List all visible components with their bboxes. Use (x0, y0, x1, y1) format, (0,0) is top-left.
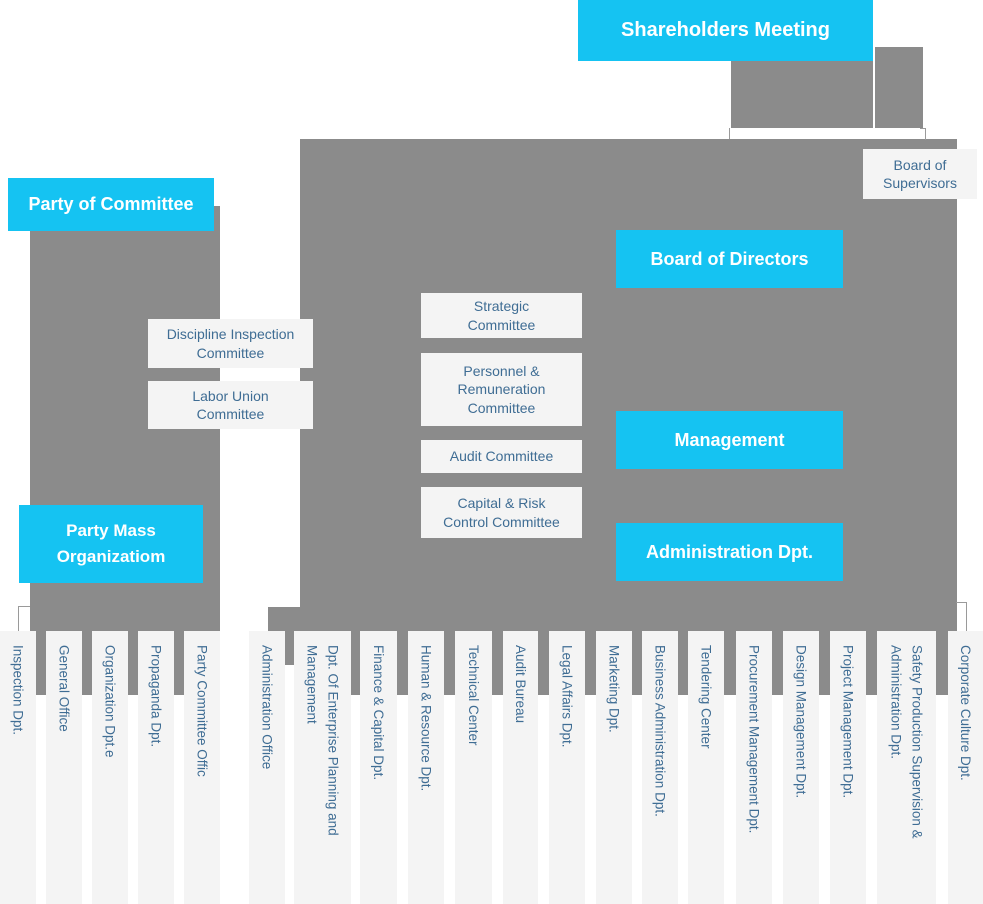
dept-label: Project Management Dpt. (840, 645, 856, 799)
dept-corporate-culture: Corporate Culture Dpt. (948, 631, 983, 904)
dept-label: Inspection Dpt. (10, 645, 26, 736)
node-party-mass-organization: Party Mass Organizatiom (19, 505, 203, 583)
dept-label: Organization Dpt.e (102, 645, 118, 758)
trunk-right-of-shareholders (875, 47, 923, 128)
node-board-of-directors: Board of Directors (616, 230, 843, 288)
connector-line-inspection (18, 606, 30, 631)
trunk-left-block (30, 206, 220, 695)
dept-marketing: Marketing Dpt. (596, 631, 632, 904)
dept-inspection: Inspection Dpt. (0, 631, 36, 904)
dept-label: Design Management Dpt. (793, 645, 809, 799)
dept-organization: Organization Dpt.e (92, 631, 128, 904)
dept-administration-office: Administration Office (249, 631, 285, 904)
dept-label: Corporate Culture Dpt. (958, 645, 973, 781)
dept-design-management: Design Management Dpt. (783, 631, 819, 904)
node-party-of-committee: Party of Committee (8, 178, 214, 231)
node-board-of-supervisors: Board of Supervisors (863, 149, 977, 199)
dept-label: Safety Production Supervision & Administ… (888, 645, 925, 839)
dept-business-administration: Business Administration Dpt. (642, 631, 678, 904)
dept-technical-center: Technical Center (455, 631, 492, 904)
node-discipline-inspection-committee: Discipline Inspection Committee (148, 319, 313, 368)
dept-label: Business Administration Dpt. (652, 645, 668, 817)
node-strategic-committee: Strategic Committee (421, 293, 582, 338)
dept-project-management: Project Management Dpt. (830, 631, 866, 904)
dept-label: Party Committee Offic (194, 645, 210, 777)
node-shareholders-meeting: Shareholders Meeting (578, 0, 873, 61)
dept-label: Administration Office (259, 645, 275, 770)
dept-legal-affairs: Legal Affairs Dpt. (549, 631, 585, 904)
dept-tendering-center: Tendering Center (688, 631, 724, 904)
dept-finance-capital: Finance & Capital Dpt. (360, 631, 397, 904)
dept-label: Marketing Dpt. (606, 645, 622, 733)
trunk-under-shareholders (731, 60, 873, 128)
node-labor-union-committee: Labor Union Committee (148, 381, 313, 429)
dept-label: Tendering Center (698, 645, 714, 749)
node-administration-dpt: Administration Dpt. (616, 523, 843, 581)
dept-label: General Office (56, 645, 72, 732)
dept-label: Dpt. Of Enterprise Planning and Manageme… (304, 645, 341, 836)
connector-line-top-right (920, 128, 926, 140)
node-capital-risk-control-committee: Capital & Risk Control Committee (421, 487, 582, 538)
connector-line-corporate-culture (956, 602, 967, 631)
dept-enterprise-planning: Dpt. Of Enterprise Planning and Manageme… (294, 631, 351, 904)
dept-general-office: General Office (46, 631, 82, 904)
dept-label: Legal Affairs Dpt. (559, 645, 575, 748)
node-audit-committee: Audit Committee (421, 440, 582, 473)
dept-label: Human & Resource Dpt. (418, 645, 434, 792)
node-personnel-remuneration-committee: Personnel & Remuneration Committee (421, 353, 582, 426)
dept-party-committee-office: Party Committee Offic (184, 631, 220, 904)
dept-label: Propaganda Dpt. (148, 645, 164, 748)
dept-audit-bureau: Audit Bureau (503, 631, 538, 904)
node-management: Management (616, 411, 843, 469)
dept-safety-production: Safety Production Supervision & Administ… (877, 631, 936, 904)
dept-procurement-management: Procurement Management Dpt. (736, 631, 772, 904)
dept-label: Procurement Management Dpt. (746, 645, 762, 834)
dept-label: Finance & Capital Dpt. (371, 645, 386, 781)
dept-human-resource: Human & Resource Dpt. (408, 631, 444, 904)
connector-line-top-left (729, 128, 731, 139)
dept-label: Technical Center (466, 645, 481, 746)
dept-propaganda: Propaganda Dpt. (138, 631, 174, 904)
dept-label: Audit Bureau (513, 645, 528, 724)
